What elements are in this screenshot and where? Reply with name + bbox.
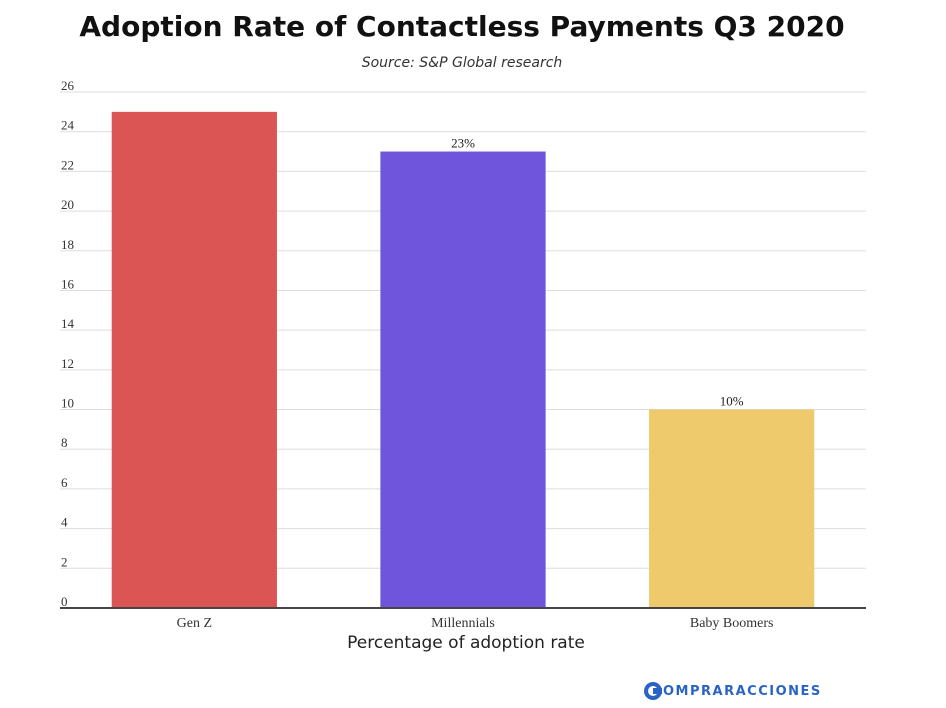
brand-logo-text: OMPRARACCIONES [663,683,822,699]
y-tick-label: 20 [61,197,74,212]
y-tick-label: 6 [61,475,68,490]
y-tick-label: 16 [61,276,75,291]
bar [380,151,546,609]
chart-subtitle: Source: S&P Global research [361,55,563,71]
y-tick-label: 8 [61,435,68,450]
y-tick-label: 14 [61,316,75,331]
y-tick-label: 22 [61,157,74,172]
y-tick-label: 2 [61,554,68,569]
y-tick-label: 4 [61,515,68,530]
y-tick-label: 18 [61,237,74,252]
data-label: 23% [451,136,475,151]
y-tick-label: 0 [61,594,68,609]
y-tick-label: 26 [61,78,75,93]
brand-c-icon [644,682,662,700]
x-tick-label: Gen Z [177,616,212,631]
brand-logo: OMPRARACCIONES [644,680,822,702]
bar [649,409,815,608]
chart-title: Adoption Rate of Contactless Payments Q3… [79,10,845,43]
data-label: 10% [720,394,744,409]
y-tick-label: 12 [61,356,74,371]
x-axis-label: Percentage of adoption rate [347,633,585,653]
x-tick-label: Baby Boomers [690,616,774,631]
y-tick-label: 24 [61,118,75,133]
y-tick-label: 10 [61,396,74,411]
x-tick-label: Millennials [431,616,495,631]
bar [111,111,277,608]
